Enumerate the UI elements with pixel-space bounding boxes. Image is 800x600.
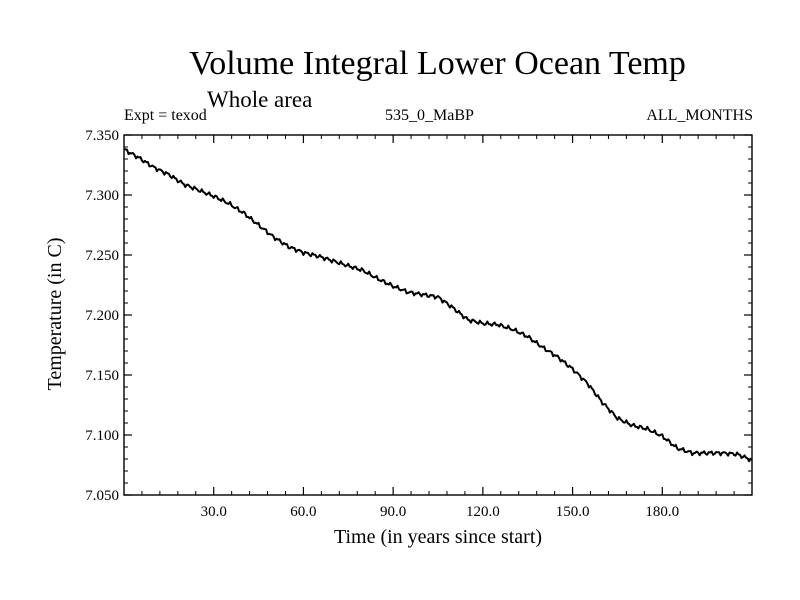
x-tick-label: 30.0	[201, 504, 227, 520]
x-tick-label: 120.0	[466, 504, 500, 520]
y-tick-label: 7.050	[85, 488, 119, 504]
x-axis-ticks: 30.0 60.0 90.0 120.0 150.0 180.0	[141, 135, 735, 520]
y-axis-label: Temperature (in C)	[44, 238, 66, 391]
experiment-label: Expt = texod	[124, 107, 207, 124]
y-tick-label: 7.150	[85, 368, 119, 384]
run-label: 535_0_MaBP	[385, 107, 474, 124]
period-label: ALL_MONTHS	[646, 107, 753, 124]
x-tick-label: 180.0	[645, 504, 679, 520]
x-tick-label: 60.0	[290, 504, 316, 520]
y-axis-ticks: 7.050 7.100 7.150 7.200 7.250 7.300 7.350	[85, 128, 752, 504]
x-tick-label: 90.0	[380, 504, 406, 520]
y-tick-label: 7.200	[85, 308, 119, 324]
y-tick-label: 7.350	[85, 128, 119, 144]
y-tick-label: 7.250	[85, 248, 119, 264]
series-layer	[123, 148, 753, 463]
y-tick-label: 7.300	[85, 188, 119, 204]
x-axis-label: Time (in years since start)	[334, 526, 542, 548]
chart-subtitle: Whole area	[207, 87, 313, 112]
chart-title: Volume Integral Lower Ocean Temp	[189, 45, 686, 82]
y-tick-label: 7.100	[85, 428, 119, 444]
plot-frame	[123, 134, 753, 496]
temperature-series-line	[123, 148, 753, 463]
x-tick-label: 150.0	[556, 504, 590, 520]
